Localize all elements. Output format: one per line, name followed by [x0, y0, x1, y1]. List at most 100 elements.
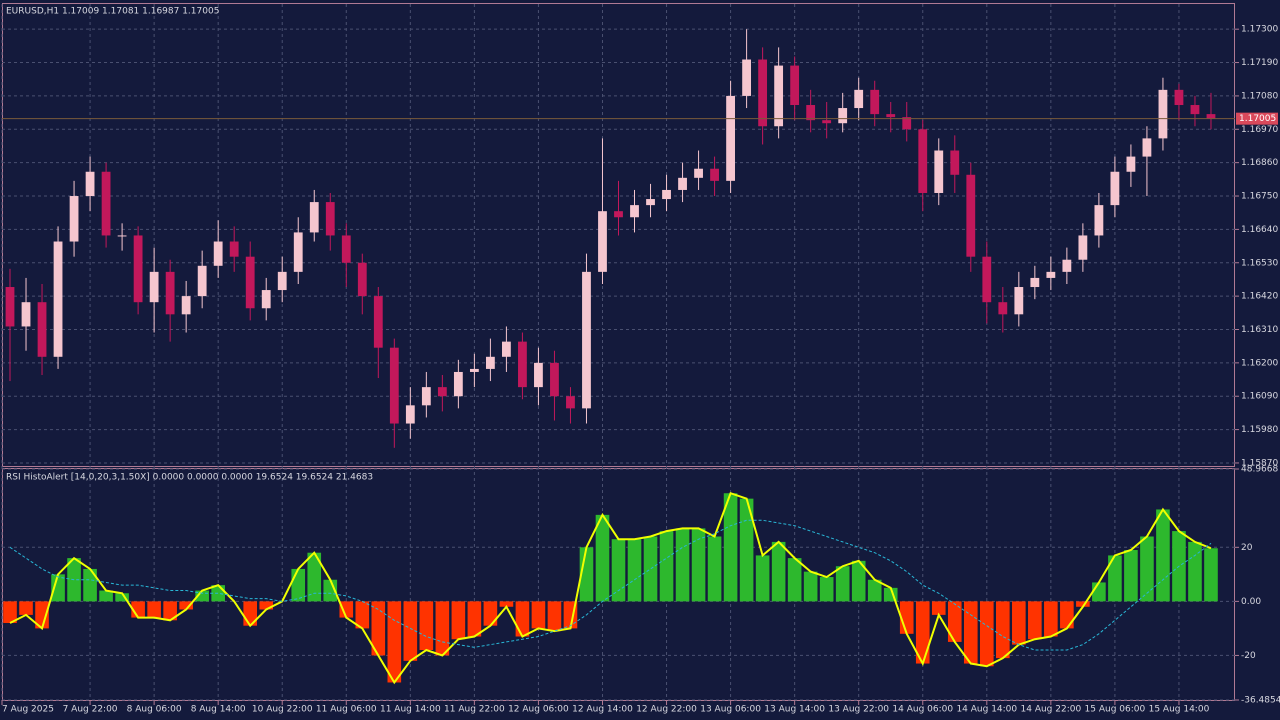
- histogram-bar: [1156, 509, 1170, 602]
- histogram-bar: [1188, 541, 1202, 602]
- y-tick-label: 1.16970: [1241, 125, 1278, 135]
- candle-body: [854, 89, 864, 109]
- histogram-bar: [867, 579, 882, 602]
- candle-body: [566, 396, 575, 409]
- y-tick-label: 1.16750: [1241, 192, 1278, 202]
- candle-body: [758, 59, 768, 127]
- histogram-bar: [3, 601, 17, 623]
- candle-body: [1206, 114, 1216, 119]
- candle-body: [5, 287, 15, 327]
- histogram-bar: [996, 601, 1010, 659]
- histogram-bar: [1012, 601, 1026, 645]
- histogram-bar: [547, 601, 562, 632]
- histogram-bar: [707, 536, 722, 602]
- histogram-bar: [179, 601, 193, 610]
- candle-body: [934, 150, 944, 193]
- x-tick-label: 13 Aug 14:00: [764, 705, 825, 715]
- x-tick-label: 15 Aug 14:00: [1149, 705, 1210, 715]
- candle-body: [293, 232, 303, 272]
- candle-body: [181, 296, 191, 315]
- candle-body: [389, 347, 399, 424]
- histogram-bar: [19, 601, 33, 615]
- y-tick-label: 20: [1241, 543, 1253, 553]
- histogram-bar: [1140, 536, 1154, 602]
- histogram-bar: [723, 493, 738, 602]
- candle-body: [85, 171, 95, 197]
- histogram-bar: [787, 558, 802, 602]
- histogram-bar: [371, 601, 386, 656]
- x-tick-label: 14 Aug 22:00: [1021, 705, 1082, 715]
- candle-body: [1014, 287, 1024, 315]
- histogram-bar: [83, 568, 97, 602]
- histogram-bar: [963, 601, 978, 664]
- candle-body: [662, 189, 671, 200]
- histogram-bar: [931, 601, 946, 615]
- candle-body: [133, 235, 143, 303]
- candle-body: [774, 65, 784, 127]
- candle-body: [101, 171, 111, 236]
- y-tick-label: -20: [1241, 651, 1256, 661]
- x-tick-label: 14 Aug 14:00: [956, 705, 1017, 715]
- histogram-bar: [35, 601, 49, 629]
- histogram-bar: [483, 601, 498, 626]
- histogram-bar: [1092, 582, 1106, 602]
- x-tick-label: 12 Aug 14:00: [572, 705, 633, 715]
- histogram-bar: [1028, 601, 1042, 640]
- histogram-bar: [387, 601, 402, 683]
- candle-body: [165, 271, 175, 315]
- y-tick-label: 1.17190: [1241, 58, 1278, 68]
- y-tick-label: 1.17080: [1241, 91, 1278, 101]
- candle-body: [998, 302, 1008, 315]
- y-tick-label: 1.15870: [1241, 458, 1278, 468]
- candle-body: [229, 241, 239, 257]
- candle-body: [678, 177, 687, 190]
- x-tick-label: 13 Aug 06:00: [700, 705, 761, 715]
- histogram-bar: [531, 601, 546, 629]
- candle-body: [69, 196, 79, 242]
- y-tick-label: 1.16090: [1241, 392, 1278, 402]
- candle-body: [1030, 277, 1040, 288]
- y-tick-label: 1.16310: [1241, 325, 1278, 335]
- candle-body: [357, 262, 367, 297]
- histogram-bar: [451, 601, 466, 640]
- y-tick-label: 1.16420: [1241, 292, 1278, 302]
- candle-body: [1062, 259, 1072, 272]
- candle-body: [790, 65, 800, 106]
- candle-body: [1110, 171, 1120, 206]
- y-tick-label: 1.16200: [1241, 358, 1278, 368]
- histogram-bar: [947, 601, 962, 642]
- candle-body: [1142, 138, 1152, 157]
- candle-body: [870, 89, 880, 115]
- rsi-line: [9, 491, 1212, 685]
- candle-body: [614, 211, 623, 218]
- histogram-bar: [115, 593, 129, 602]
- candle-body: [261, 290, 271, 309]
- x-tick-label: 15 Aug 06:00: [1085, 705, 1146, 715]
- histogram-bar: [163, 601, 177, 621]
- y-tick-label: -36.4854: [1241, 696, 1280, 706]
- candle-body: [341, 235, 351, 263]
- candle-body: [245, 256, 255, 309]
- candle-body: [149, 271, 159, 303]
- histogram-bar: [755, 555, 770, 602]
- x-tick-label: 11 Aug 22:00: [444, 705, 505, 715]
- candle-body: [213, 241, 223, 266]
- histogram-bar: [691, 528, 706, 602]
- histogram-bar: [915, 601, 930, 664]
- candle-body: [886, 114, 896, 118]
- candle-body: [646, 199, 655, 206]
- candle-body: [405, 405, 415, 424]
- histogram-bar: [355, 601, 370, 629]
- candle-body: [37, 302, 47, 357]
- histogram-bar: [1108, 555, 1122, 602]
- histogram-bar: [99, 590, 113, 602]
- histogram-bar: [803, 571, 818, 602]
- y-tick-label: 1.16530: [1241, 258, 1278, 268]
- indicator-frame: [2, 468, 1235, 701]
- candle-body: [582, 271, 591, 409]
- y-tick-label: 1.16860: [1241, 158, 1278, 168]
- x-tick-label: 12 Aug 22:00: [636, 705, 697, 715]
- signal-line: [9, 519, 1212, 651]
